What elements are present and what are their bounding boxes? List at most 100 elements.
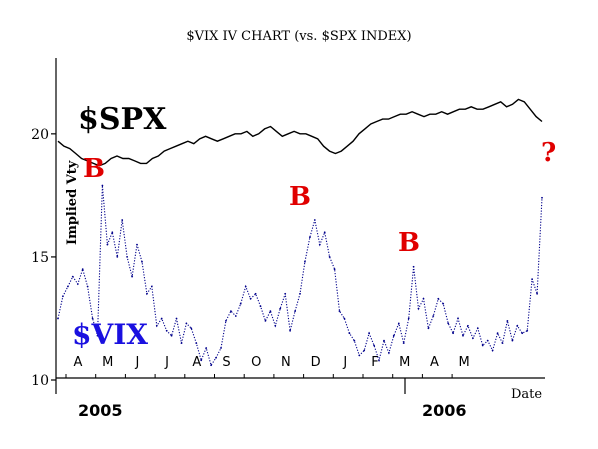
chart-title: $VIX IV CHART (vs. $SPX INDEX) <box>186 29 411 44</box>
y-tick-group: 10 15 20 <box>31 127 56 389</box>
vix-data-point <box>397 322 400 325</box>
vix-data-point <box>185 322 188 325</box>
vix-data-point <box>71 275 74 278</box>
vix-data-point <box>373 344 375 347</box>
vix-data-point <box>358 354 361 357</box>
vix-data-point <box>368 332 370 335</box>
vix-data-point <box>81 268 84 271</box>
vix-data-point <box>215 356 217 359</box>
vix-data-point <box>150 285 153 288</box>
vix-data-point <box>402 342 405 344</box>
vix-data-point <box>106 243 109 246</box>
vix-data-point <box>76 283 79 285</box>
vix-data-point <box>476 327 479 330</box>
vix-data-point <box>67 285 69 288</box>
vix-data-point <box>200 359 203 362</box>
vix-data-point <box>516 324 519 327</box>
annotation-b-1: B <box>83 154 105 184</box>
vix-data-point <box>141 260 143 263</box>
x-month-label: A <box>430 355 439 370</box>
vix-data-point <box>126 256 128 258</box>
vix-data-point <box>269 310 272 312</box>
vix-data-point <box>412 265 415 268</box>
x-month-label: S <box>222 355 230 370</box>
vix-data-point <box>230 310 232 312</box>
year-label-2005: 2005 <box>78 401 123 420</box>
vix-data-point <box>432 315 435 317</box>
x-month-label: A <box>74 355 83 370</box>
vix-data-point <box>244 285 247 288</box>
vix-data-point <box>407 317 410 320</box>
vix-data-point <box>116 256 119 258</box>
vix-data-point <box>180 342 183 344</box>
vix-data-point <box>427 327 430 330</box>
vix-data-point <box>496 332 499 335</box>
vix-data-point <box>318 243 321 246</box>
vix-data-point <box>363 349 366 352</box>
vix-data-point <box>62 295 64 298</box>
x-month-label: O <box>251 355 261 370</box>
annotation-b-3: B <box>398 228 420 258</box>
x-month-label: M <box>102 355 113 370</box>
x-month-label: D <box>311 355 321 370</box>
vix-data-point <box>457 317 459 320</box>
x-month-label: J <box>164 355 169 370</box>
x-month-label: M <box>399 355 410 370</box>
vix-data-point <box>442 302 445 305</box>
vix-data-point <box>328 256 331 258</box>
vix-data-point <box>541 196 543 199</box>
vix-data-point <box>165 329 168 332</box>
vix-data-point <box>462 334 464 337</box>
annotation-b-2: B <box>289 182 311 212</box>
y-tick-label: 10 <box>31 373 49 389</box>
vix-data-point <box>175 317 178 320</box>
vix-data-point <box>333 268 336 271</box>
vix-data-point <box>417 307 420 310</box>
x-month-label: J <box>342 355 347 370</box>
annotation-spx: $SPX <box>78 102 167 137</box>
vix-data-point <box>274 324 277 327</box>
vix-data-point <box>536 292 538 295</box>
vix-data-point <box>249 297 252 300</box>
vix-data-point <box>447 322 450 325</box>
x-month-label: M <box>458 355 469 370</box>
vix-data-point <box>437 297 440 300</box>
year-label-2006: 2006 <box>422 401 467 420</box>
vix-data-point <box>239 302 242 305</box>
vix-data-point <box>86 285 89 288</box>
y-axis-label: Implied Vty <box>65 160 80 245</box>
vix-data-point <box>234 315 237 317</box>
vix-data-point <box>160 317 163 320</box>
vix-data-point <box>472 337 474 340</box>
vix-data-point <box>313 219 316 221</box>
vix-data-point <box>96 334 99 337</box>
vix-data-point <box>383 339 385 342</box>
vix-data-point <box>91 317 94 320</box>
vix-data-point <box>190 327 193 330</box>
vix-data-point <box>195 342 198 344</box>
vix-data-point <box>304 260 306 263</box>
vix-data-point <box>259 305 262 308</box>
vix-data-point <box>526 329 529 332</box>
vix-data-point <box>481 344 484 347</box>
vix-data-point <box>111 231 114 234</box>
vix-data-point <box>486 339 489 342</box>
vix-data-point <box>289 329 291 332</box>
x-month-label: N <box>281 355 291 370</box>
vix-data-point <box>343 317 346 320</box>
vix-data-point <box>210 364 213 367</box>
vix-data-point <box>353 339 356 342</box>
vix-data-point <box>279 307 282 310</box>
vix-data-point <box>284 292 287 295</box>
vix-data-point <box>452 332 454 335</box>
x-month-label: A <box>192 355 201 370</box>
vix-data-point <box>170 334 173 337</box>
vix-data-point <box>294 310 296 312</box>
vix-data-point <box>299 292 301 295</box>
vix-data-point <box>101 184 104 187</box>
vix-data-point <box>225 320 227 322</box>
vix-data-point <box>136 243 138 246</box>
y-tick-label: 20 <box>31 127 49 143</box>
